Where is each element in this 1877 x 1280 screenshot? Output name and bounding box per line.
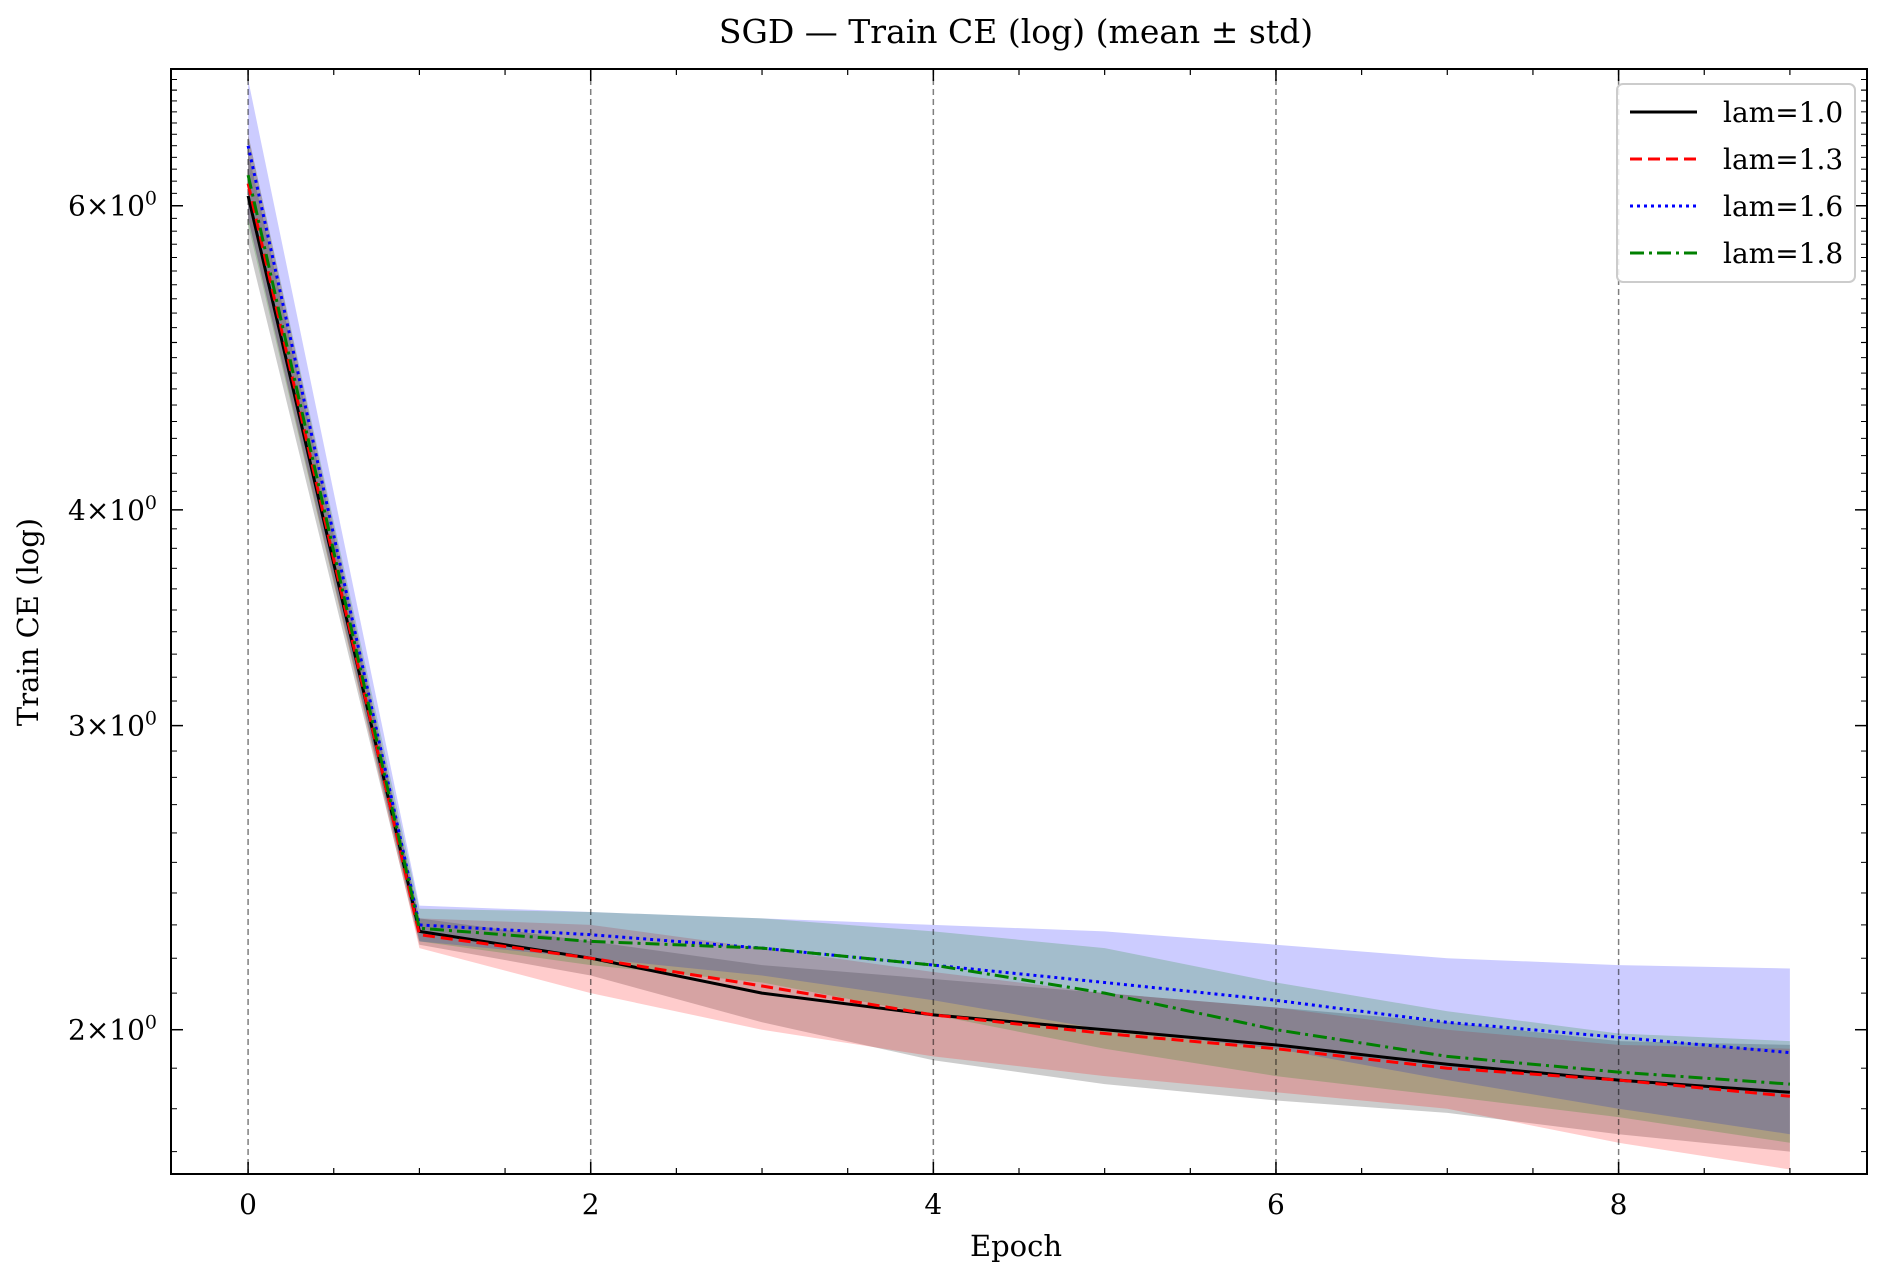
legend-box <box>1616 83 1856 283</box>
y-axis-label: Train CE (log) <box>11 518 45 726</box>
series-line-2 <box>246 145 1791 1055</box>
y-tick-label: 6×100 <box>68 188 157 223</box>
legend-label: lam=1.0 <box>1723 96 1843 129</box>
series-line-0 <box>246 195 1791 1094</box>
series-lines <box>246 145 1791 1098</box>
std-band-2 <box>248 79 1790 1135</box>
y-tick-label: 3×100 <box>68 708 157 743</box>
x-tick-label: 2 <box>582 1188 600 1221</box>
x-axis-label: Epoch <box>970 1229 1062 1263</box>
series-line-1 <box>246 183 1791 1098</box>
grid-lines <box>247 69 1620 1174</box>
std-band-0 <box>248 151 1790 1152</box>
y-tick-label: 4×100 <box>68 492 157 527</box>
y-tick-label: 2×100 <box>68 1012 157 1047</box>
chart-title: SGD — Train CE (log) (mean ± std) <box>719 12 1313 51</box>
legend-label: lam=1.3 <box>1723 143 1843 176</box>
std-band-1 <box>248 134 1790 1170</box>
legend: lam=1.0 lam=1.3 lam=1.6 lam=1.8 <box>1616 83 1856 283</box>
std-bands <box>248 79 1790 1170</box>
x-tick-label: 8 <box>1610 1188 1628 1221</box>
std-band-3 <box>248 134 1790 1143</box>
x-tick-label: 4 <box>924 1188 942 1221</box>
series-line-3 <box>246 174 1791 1086</box>
x-tick-label: 0 <box>239 1188 257 1221</box>
legend-label: lam=1.8 <box>1723 237 1843 270</box>
x-tick-label: 6 <box>1267 1188 1285 1221</box>
axis-ticks: 0 2 4 6 8 2×100 3×100 4×100 6×100 <box>68 69 1867 1221</box>
legend-label: lam=1.6 <box>1723 190 1843 223</box>
